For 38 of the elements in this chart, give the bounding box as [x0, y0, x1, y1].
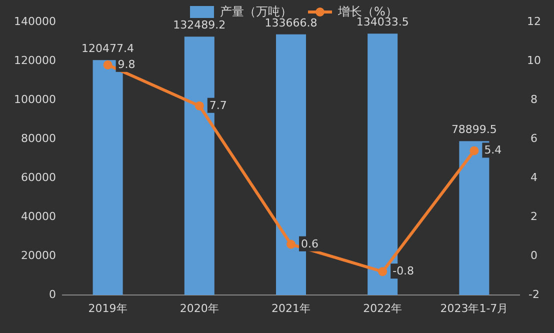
y-tick-label: 40000 — [21, 210, 56, 224]
data-label: 132489.2 — [173, 18, 226, 32]
data-label: 0.6 — [301, 237, 318, 250]
x-tick-label: 2019年 — [88, 302, 128, 316]
y-tick-label: 60000 — [21, 171, 56, 184]
data-label: 134033.5 — [356, 16, 409, 29]
y2-tick-label: 10 — [527, 54, 541, 68]
data-label: -0.8 — [392, 264, 414, 278]
data-label: 5.4 — [484, 144, 502, 157]
y-tick-label: 80000 — [21, 132, 56, 146]
data-label: 78899.5 — [451, 123, 497, 136]
x-tick-label: 2023年1-7月 — [440, 302, 508, 316]
point — [103, 60, 112, 70]
data-label: 120477.4 — [82, 42, 134, 56]
data-label: 7.7 — [209, 98, 227, 112]
y2-tick-label: 6 — [530, 132, 538, 146]
y2-tick-label: 4 — [530, 171, 538, 184]
y-tick-label: 20000 — [21, 249, 56, 262]
y-tick-label: 100000 — [14, 93, 56, 106]
data-label: 133666.8 — [264, 16, 318, 30]
legend-label: 产量（万吨） — [220, 4, 292, 18]
point — [286, 240, 296, 249]
point — [470, 146, 479, 156]
y-tick-label: 120000 — [14, 54, 56, 68]
x-tick-label: 2020年 — [180, 302, 219, 316]
y2-tick-label: 2 — [530, 210, 538, 224]
y2-tick-label: -2 — [528, 288, 540, 302]
x-tick-label: 2022年 — [363, 302, 402, 316]
data-label: 9.8 — [118, 58, 136, 71]
y-tick-label: 140000 — [14, 15, 56, 28]
point — [194, 101, 204, 110]
point — [378, 267, 388, 276]
y2-tick-label: 8 — [530, 93, 538, 106]
y2-tick-label: 0 — [530, 249, 538, 262]
y2-tick-label: 12 — [527, 15, 541, 28]
y-tick-label: 0 — [49, 288, 56, 302]
x-tick-label: 2021年 — [272, 302, 310, 316]
legend-label: 增长（%） — [337, 4, 398, 18]
